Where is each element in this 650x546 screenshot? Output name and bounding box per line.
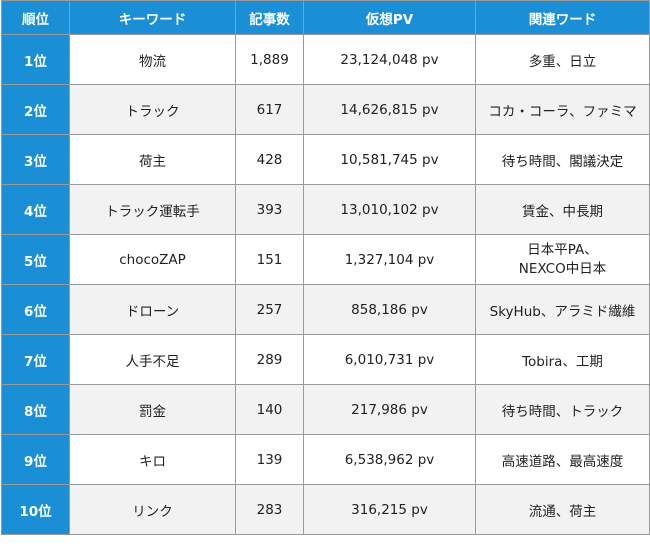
rank-cell: 8位 (1, 384, 70, 435)
rank-cell: 6位 (1, 284, 70, 335)
keyword-ranking-table: 順位 キーワード 記事数 仮想PV 関連ワード 1位 物流 1,889 23,1… (1, 0, 650, 535)
header-rank: 順位 (1, 0, 70, 35)
rank-cell: 5位 (1, 234, 70, 285)
articles-cell: 428 (235, 134, 304, 185)
table-body: 1位 物流 1,889 23,124,048 pv 多重、日立 2位 トラック … (1, 34, 650, 535)
related-cell: コカ・コーラ、ファミマ (475, 84, 650, 135)
related-cell: 流通、荷主 (475, 484, 650, 535)
header-related: 関連ワード (475, 0, 650, 35)
related-cell: 待ち時間、閣議決定 (475, 134, 650, 185)
pv-cell: 1,327,104 pv (303, 234, 476, 285)
header-keyword: キーワード (69, 0, 236, 35)
pv-cell: 316,215 pv (303, 484, 476, 535)
table-row: 7位 人手不足 289 6,010,731 pv Tobira、工期 (1, 334, 650, 385)
keyword-cell: 荷主 (69, 134, 236, 185)
keyword-cell: chocoZAP (69, 234, 236, 285)
keyword-cell: ドローン (69, 284, 236, 335)
keyword-cell: トラック (69, 84, 236, 135)
related-cell: SkyHub、アラミド繊維 (475, 284, 650, 335)
articles-cell: 283 (235, 484, 304, 535)
keyword-cell: 罰金 (69, 384, 236, 435)
header-articles: 記事数 (235, 0, 304, 35)
related-cell: 待ち時間、トラック (475, 384, 650, 435)
related-cell: Tobira、工期 (475, 334, 650, 385)
pv-cell: 23,124,048 pv (303, 34, 476, 85)
keyword-cell: 物流 (69, 34, 236, 85)
table-row: 6位 ドローン 257 858,186 pv SkyHub、アラミド繊維 (1, 284, 650, 335)
table-row: 1位 物流 1,889 23,124,048 pv 多重、日立 (1, 34, 650, 85)
table-header: 順位 キーワード 記事数 仮想PV 関連ワード (1, 0, 650, 35)
articles-cell: 393 (235, 184, 304, 235)
articles-cell: 139 (235, 434, 304, 485)
rank-cell: 1位 (1, 34, 70, 85)
related-cell: 日本平PA、 NEXCO中日本 (475, 234, 650, 285)
table-row: 3位 荷主 428 10,581,745 pv 待ち時間、閣議決定 (1, 134, 650, 185)
table-row: 10位 リンク 283 316,215 pv 流通、荷主 (1, 484, 650, 535)
articles-cell: 1,889 (235, 34, 304, 85)
rank-cell: 4位 (1, 184, 70, 235)
articles-cell: 257 (235, 284, 304, 335)
rank-cell: 3位 (1, 134, 70, 185)
pv-cell: 858,186 pv (303, 284, 476, 335)
keyword-cell: キロ (69, 434, 236, 485)
related-cell: 多重、日立 (475, 34, 650, 85)
rank-cell: 7位 (1, 334, 70, 385)
pv-cell: 6,010,731 pv (303, 334, 476, 385)
pv-cell: 6,538,962 pv (303, 434, 476, 485)
keyword-cell: 人手不足 (69, 334, 236, 385)
pv-cell: 217,986 pv (303, 384, 476, 435)
related-cell: 賃金、中長期 (475, 184, 650, 235)
pv-cell: 14,626,815 pv (303, 84, 476, 135)
rank-cell: 10位 (1, 484, 70, 535)
rank-cell: 2位 (1, 84, 70, 135)
rank-cell: 9位 (1, 434, 70, 485)
keyword-cell: トラック運転手 (69, 184, 236, 235)
header-row: 順位 キーワード 記事数 仮想PV 関連ワード (1, 0, 650, 35)
articles-cell: 617 (235, 84, 304, 135)
pv-cell: 13,010,102 pv (303, 184, 476, 235)
header-pv: 仮想PV (303, 0, 476, 35)
table-row: 2位 トラック 617 14,626,815 pv コカ・コーラ、ファミマ (1, 84, 650, 135)
table-row: 5位 chocoZAP 151 1,327,104 pv 日本平PA、 NEXC… (1, 234, 650, 285)
related-cell: 高速道路、最高速度 (475, 434, 650, 485)
table-row: 9位 キロ 139 6,538,962 pv 高速道路、最高速度 (1, 434, 650, 485)
articles-cell: 289 (235, 334, 304, 385)
articles-cell: 151 (235, 234, 304, 285)
keyword-cell: リンク (69, 484, 236, 535)
pv-cell: 10,581,745 pv (303, 134, 476, 185)
articles-cell: 140 (235, 384, 304, 435)
table-row: 4位 トラック運転手 393 13,010,102 pv 賃金、中長期 (1, 184, 650, 235)
table-row: 8位 罰金 140 217,986 pv 待ち時間、トラック (1, 384, 650, 435)
